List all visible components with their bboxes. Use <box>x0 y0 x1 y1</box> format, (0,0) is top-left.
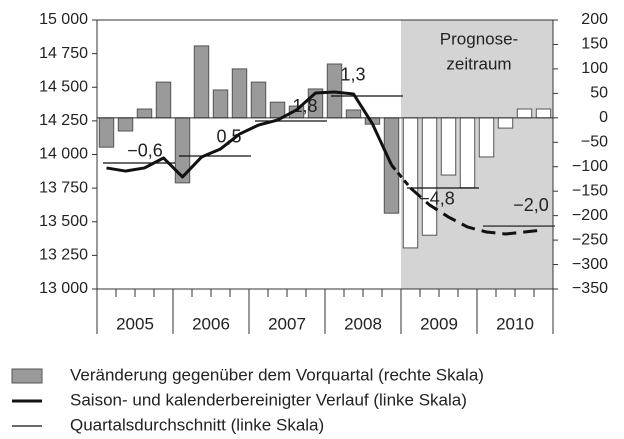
bar <box>155 81 172 119</box>
bar <box>212 89 229 119</box>
y2-tick-label: −100 <box>572 158 608 175</box>
average-annotation: 1,8 <box>292 96 317 116</box>
bar <box>117 117 134 132</box>
legend-label: Saison- und kalenderbereinigter Verlauf … <box>70 390 467 409</box>
y2-tick-label: 50 <box>590 85 608 102</box>
y2-tick-label: −50 <box>581 133 608 150</box>
bar <box>269 101 286 119</box>
y-tick-label: 14 500 <box>39 78 88 95</box>
average-annotation: −2,0 <box>513 195 549 215</box>
y2-tick-label: −250 <box>572 231 608 248</box>
bar <box>250 81 267 119</box>
bar <box>231 68 248 119</box>
y2-tick-label: −300 <box>572 256 608 273</box>
y-tick-label: 14 000 <box>39 146 88 163</box>
bar <box>421 117 438 236</box>
x-tick-label: 2008 <box>344 314 382 333</box>
y2-tick-label: 200 <box>581 11 608 28</box>
legend-label: Quartalsdurchschnitt (linke Skala) <box>70 415 324 434</box>
bar <box>497 117 514 129</box>
y-tick-label: 13 500 <box>39 213 88 230</box>
forecast-label: Prognose- <box>440 29 518 48</box>
trend-connector <box>390 164 412 189</box>
bar <box>459 117 476 189</box>
bar <box>440 117 457 176</box>
y-tick-label: 13 250 <box>39 247 88 264</box>
y-tick-label: 13 000 <box>39 280 88 297</box>
average-annotation: 0,5 <box>216 127 241 147</box>
x-tick-label: 2006 <box>192 314 230 333</box>
y2-tick-label: 0 <box>599 109 608 126</box>
legend-label: Veränderung gegenüber dem Vorquartal (re… <box>70 365 484 384</box>
bar <box>136 108 153 119</box>
y-tick-label: 15 000 <box>39 11 88 28</box>
forecast-label: zeitraum <box>446 54 511 73</box>
legend-swatch <box>11 368 43 384</box>
bar <box>345 109 362 119</box>
bar <box>516 108 533 119</box>
y2-tick-label: −350 <box>572 280 608 297</box>
trend-line <box>106 90 393 179</box>
y2-tick-label: 100 <box>581 60 608 77</box>
y2-tick-label: −200 <box>572 207 608 224</box>
bar <box>478 117 495 158</box>
x-tick-label: 2005 <box>116 314 154 333</box>
y-tick-label: 14 250 <box>39 112 88 129</box>
average-annotation: −4,8 <box>419 189 455 209</box>
x-tick-label: 2010 <box>496 314 534 333</box>
bar <box>535 108 552 119</box>
average-annotation: −0,6 <box>127 141 163 161</box>
x-tick-label: 2007 <box>268 314 306 333</box>
trend-line-forecast <box>409 186 544 236</box>
y-tick-label: 13 750 <box>39 179 88 196</box>
bar <box>193 45 210 119</box>
y-tick-label: 14 750 <box>39 45 88 62</box>
bar <box>98 117 115 148</box>
average-annotation: 1,3 <box>340 65 365 85</box>
x-tick-label: 2009 <box>420 314 458 333</box>
y2-tick-label: −150 <box>572 182 608 199</box>
y2-tick-label: 150 <box>581 36 608 53</box>
